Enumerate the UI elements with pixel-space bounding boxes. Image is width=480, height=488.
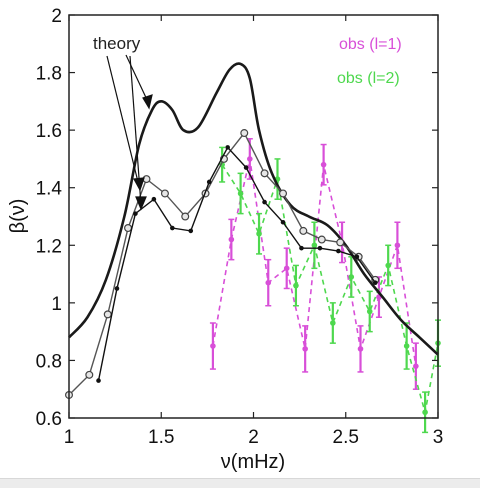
chart-labels: ν(mHz) β(ν) theory obs (l=1) obs (l=2): [7, 34, 402, 473]
theory-open-point-9: [240, 129, 249, 138]
y-tick-label-4: 1.4: [36, 179, 63, 200]
theory-dot-point-3: [151, 196, 157, 202]
y-tick-label-7: 2: [51, 6, 62, 27]
theory-open-point-12: [299, 226, 308, 235]
theory-dot-point-5: [188, 228, 194, 234]
theory-open-point-14: [336, 238, 345, 247]
obs-point-1-9: [385, 262, 391, 269]
y-tick-label-0: 0.6: [36, 409, 62, 430]
arrow-1: [125, 54, 150, 105]
theory-dot-point-13: [336, 248, 341, 254]
theory-dot-point-11: [299, 245, 304, 251]
theory-open-point-6: [181, 212, 190, 221]
theory-dot-point-1: [114, 286, 120, 291]
obs-point-1-8: [366, 308, 373, 315]
theory-dot-point-8: [243, 165, 249, 170]
obs-point-0-2: [247, 156, 253, 162]
y-tick-label-2: 1: [51, 294, 62, 315]
x-axis-label: ν(mHz): [221, 451, 285, 473]
obs-point-0-1: [228, 236, 235, 243]
obs-line-1: [221, 164, 439, 413]
theory-open-point-13: [317, 235, 326, 244]
obs-point-1-4: [293, 282, 299, 289]
theory-series: [64, 62, 439, 399]
theory-arrows: [106, 54, 153, 211]
y-tick-label-1: 0.8: [36, 351, 62, 372]
x-tick-label-3: 2.5: [333, 427, 359, 448]
theory-open-point-1: [85, 370, 94, 379]
obs-point-0-0: [210, 343, 216, 349]
theory-dot-point-6: [206, 179, 212, 185]
theory-dot-point-0: [96, 378, 101, 383]
theory-open-point-5: [160, 189, 169, 198]
theory-open-point-3: [124, 224, 133, 233]
obs-point-1-11: [422, 409, 428, 416]
arrow-2: [106, 55, 140, 187]
legend-obs-l2: obs (l=2): [337, 70, 400, 87]
x-tick-label-4: 3: [433, 427, 444, 448]
obs-point-1-2: [256, 230, 262, 237]
theory-dot-line: [97, 146, 376, 381]
bottom-bar: [0, 478, 480, 488]
legend-obs-l1: obs (l=1): [339, 36, 402, 53]
obs-point-0-11: [413, 363, 419, 369]
arrowhead-3: [135, 196, 147, 211]
obs-point-1-5: [311, 242, 318, 249]
obs-point-0-4: [283, 265, 290, 272]
theory-open-point-2: [103, 310, 112, 319]
theory-dot-point-12: [317, 245, 323, 251]
axes: 1 1.5 2 2.5 3 0.6 0.8 1 1.2 1.4 1.6 1.8 2: [36, 6, 444, 448]
arrow-3: [129, 55, 142, 206]
y-tick-label-5: 1.6: [36, 121, 62, 142]
obs-point-1-6: [330, 320, 336, 326]
y-tick-label-3: 1.2: [36, 236, 62, 257]
obs-point-1-1: [237, 190, 244, 197]
x-tick-label-2: 2: [248, 427, 259, 448]
arrowhead-1: [142, 94, 153, 110]
theory-dot-point-9: [262, 199, 267, 205]
theory-dot-point-7: [225, 145, 230, 150]
theory-dot-point-4: [170, 225, 175, 231]
x-tick-label-1: 1.5: [148, 427, 174, 448]
theory-dot-point-10: [280, 219, 286, 225]
theory-dot-point-15: [372, 280, 378, 286]
theory-dot-point-14: [354, 254, 360, 260]
theory-open-point-11: [279, 189, 288, 198]
y-axis-label: β(ν): [7, 199, 29, 234]
x-tick-label-0: 1: [64, 427, 75, 448]
obs-point-0-3: [265, 279, 272, 286]
theory-open-point-10: [260, 169, 269, 178]
observation-series: [209, 138, 441, 434]
obs-point-0-8: [357, 346, 364, 352]
annotation-theory: theory: [93, 34, 141, 53]
obs-point-0-5: [302, 346, 308, 352]
obs-point-0-6: [320, 161, 327, 168]
theory-smooth-curve: [68, 62, 439, 356]
obs-point-0-10: [394, 242, 401, 249]
obs-point-1-10: [403, 343, 410, 349]
theory-dot-point-2: [133, 211, 138, 216]
obs-point-1-7: [348, 274, 355, 280]
y-tick-label-6: 1.8: [36, 64, 62, 85]
